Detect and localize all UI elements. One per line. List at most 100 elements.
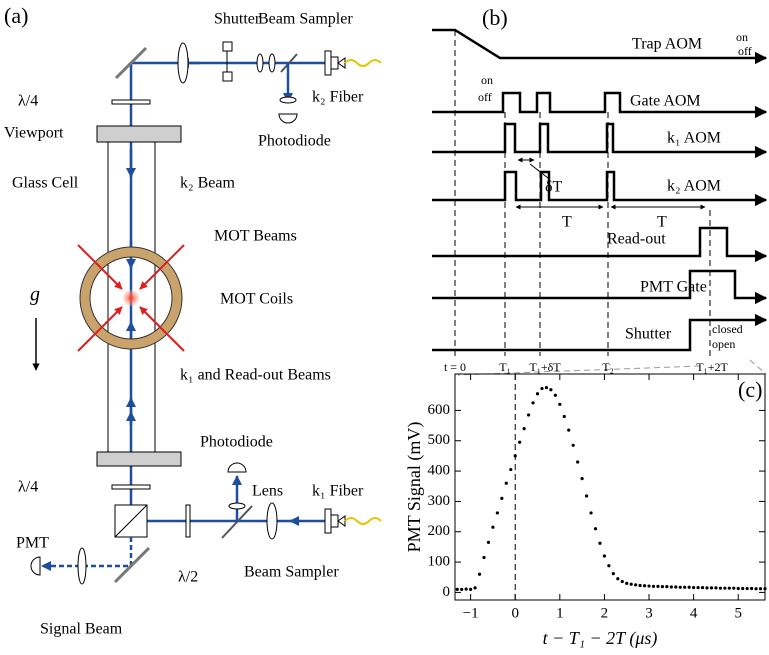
x-tick-label: 1 — [556, 605, 564, 621]
label: Viewport — [4, 125, 64, 142]
photodiode — [279, 114, 297, 123]
x-tick-label: 5 — [734, 605, 742, 621]
data-point — [460, 588, 463, 591]
label: off — [478, 90, 492, 104]
label: open — [712, 337, 735, 351]
label: Signal Beam — [40, 621, 123, 638]
viewport — [97, 126, 181, 142]
data-point — [473, 586, 476, 589]
time-label: T₁ — [499, 360, 511, 374]
label: k₁ AOM — [667, 130, 721, 147]
data-point — [683, 586, 686, 589]
label: Trap AOM — [632, 36, 702, 53]
label: on — [736, 30, 748, 44]
waveplate — [112, 485, 150, 489]
data-point — [741, 587, 744, 590]
x-tick-label: 2 — [601, 605, 609, 621]
data-point — [656, 585, 659, 588]
data-point — [746, 587, 749, 590]
data-point — [647, 584, 650, 587]
zoom-line — [750, 360, 766, 374]
pmt-gate-trace — [432, 271, 766, 298]
timing-labels: (b) Trap AOM on off on off Gate AOM k₁ A… — [444, 5, 752, 374]
data-point — [701, 586, 704, 589]
fiber — [345, 60, 381, 66]
time-label: t = 0 — [444, 360, 466, 374]
data-point — [549, 388, 552, 391]
data-point — [487, 541, 490, 544]
label: T — [657, 214, 667, 231]
y-tick-label: 300 — [428, 493, 451, 509]
lens — [178, 43, 188, 83]
data-point — [616, 577, 619, 580]
data-point — [509, 468, 512, 471]
data-point — [572, 444, 575, 447]
y-tick-label: 100 — [428, 554, 451, 570]
label: k₁ Fiber — [312, 483, 364, 500]
data-point — [554, 394, 557, 397]
setup-labels: (a) Shutter Beam Sampler k₂ Fiber Photod… — [4, 3, 364, 638]
label: PMT Gate — [640, 279, 707, 296]
figure: (a) Shutter Beam Sampler k₂ Fiber Photod… — [0, 0, 769, 655]
viewport — [97, 452, 181, 466]
data-point — [558, 403, 561, 406]
label: MOT Beams — [214, 228, 297, 245]
data-point — [763, 587, 766, 590]
readout-trace — [432, 228, 766, 256]
label: k₁ and Read-out Beams — [180, 367, 331, 384]
y-tick-label: 0 — [443, 584, 451, 600]
data-point — [536, 392, 539, 395]
data-point — [585, 494, 588, 497]
y-axis-label: PMT Signal (mV) — [404, 422, 425, 553]
data-point — [705, 586, 708, 589]
label: Gate AOM — [630, 93, 701, 110]
data-point — [754, 587, 757, 590]
data-point — [625, 582, 628, 585]
mot-cloud — [123, 290, 139, 306]
data-point — [576, 460, 579, 463]
label: PMT — [16, 535, 49, 552]
data-point — [563, 415, 566, 418]
panel-label: (a) — [4, 3, 28, 28]
data-point — [750, 587, 753, 590]
fiber-coupler — [325, 51, 331, 75]
data-point — [540, 387, 543, 390]
x-axis-label: t − T₁ − 2T (μs) — [543, 628, 658, 649]
lens — [267, 503, 277, 539]
data-point — [607, 564, 610, 567]
lens — [269, 54, 275, 72]
lens — [280, 97, 296, 103]
data-point — [523, 427, 526, 430]
label: Beam Sampler — [258, 11, 353, 28]
data-point — [518, 441, 521, 444]
data-point — [728, 587, 731, 590]
data-point — [661, 585, 664, 588]
data-point — [531, 401, 534, 404]
label: Shutter — [214, 11, 261, 28]
data-point — [665, 585, 668, 588]
data-point — [594, 527, 597, 530]
label: k₂ Fiber — [312, 89, 364, 106]
panel-label: (c) — [738, 377, 762, 402]
label: λ/2 — [178, 569, 198, 586]
data-point — [679, 586, 682, 589]
fiber-coupler — [338, 58, 345, 68]
label: Lens — [252, 483, 283, 500]
time-label: T₂ — [602, 360, 614, 374]
data-point — [723, 587, 726, 590]
data-point — [630, 583, 633, 586]
waveplate — [186, 505, 190, 537]
data-point — [482, 556, 485, 559]
data-point — [469, 588, 472, 591]
data-point — [491, 526, 494, 529]
data-point — [500, 497, 503, 500]
label: Shutter — [625, 326, 672, 343]
data-point — [603, 554, 606, 557]
data-point — [696, 586, 699, 589]
data-point — [545, 386, 548, 389]
data-point — [505, 482, 508, 485]
label: Photodiode — [200, 434, 273, 451]
y-tick-label: 200 — [428, 523, 451, 539]
setup-diagram — [31, 42, 381, 584]
data-point — [456, 588, 459, 591]
